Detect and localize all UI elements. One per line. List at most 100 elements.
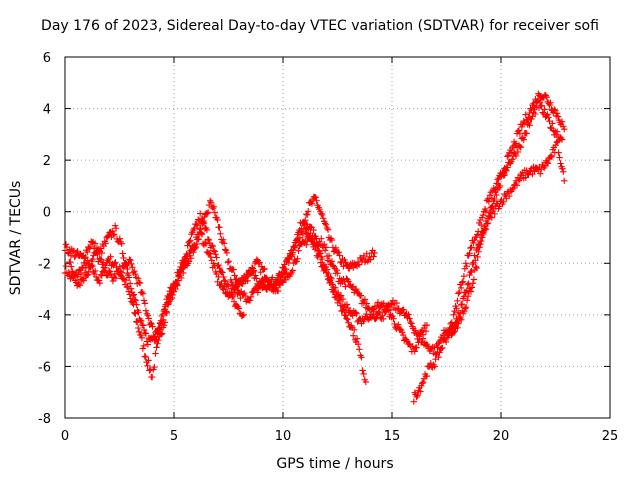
data-point: [157, 317, 165, 324]
data-point: [380, 315, 387, 323]
data-point: [184, 253, 191, 260]
data-point: [479, 211, 487, 219]
data-point: [416, 331, 424, 338]
data-point: [455, 290, 462, 297]
data-point: [217, 230, 224, 237]
data-point: [123, 284, 131, 291]
data-point: [393, 299, 401, 307]
data-point: [477, 221, 485, 229]
data-point: [547, 99, 554, 106]
data-point: [402, 336, 410, 343]
data-point: [544, 111, 551, 118]
data-point: [462, 303, 470, 311]
data-point: [475, 228, 482, 235]
data-point: [548, 153, 556, 161]
data-point: [186, 238, 193, 245]
data-point: [557, 160, 564, 167]
data-point: [235, 305, 243, 312]
data-point: [211, 209, 218, 216]
data-point: [168, 294, 176, 302]
data-point: [240, 311, 247, 319]
data-point: [303, 241, 310, 249]
data-point: [154, 340, 161, 347]
data-point: [253, 256, 261, 263]
data-point: [419, 380, 426, 387]
data-point: [277, 272, 284, 280]
data-point: [561, 126, 568, 133]
data-point: [81, 255, 88, 262]
data-point: [358, 354, 365, 361]
data-point: [374, 299, 382, 306]
data-point: [80, 277, 88, 284]
data-point: [367, 256, 374, 263]
data-point: [476, 244, 483, 251]
data-point: [376, 308, 383, 316]
data-point: [214, 216, 221, 224]
data-point: [345, 319, 352, 326]
data-point: [332, 244, 340, 251]
data-point: [379, 312, 386, 320]
data-point: [372, 315, 379, 323]
data-point: [62, 241, 70, 248]
data-point: [237, 294, 244, 302]
data-point: [204, 209, 212, 216]
data-point: [118, 269, 125, 276]
data-point: [462, 260, 470, 267]
data-point: [76, 282, 84, 289]
data-point: [531, 168, 538, 175]
data-point: [242, 292, 249, 300]
data-point: [135, 309, 142, 316]
data-point: [84, 257, 91, 264]
data-point: [520, 136, 527, 143]
data-point: [553, 128, 561, 136]
data-point: [94, 251, 101, 258]
data-point: [448, 319, 455, 326]
data-point: [165, 294, 172, 301]
data-point: [192, 244, 199, 252]
data-point: [450, 311, 457, 319]
data-point: [196, 210, 204, 217]
data-point: [145, 315, 152, 322]
data-point: [501, 171, 508, 179]
data-point: [423, 372, 431, 380]
data-point: [204, 236, 212, 243]
data-point: [211, 248, 218, 255]
data-point: [221, 283, 228, 290]
data-point: [472, 263, 479, 271]
x-axis-label: GPS time / hours: [276, 456, 394, 472]
data-point: [96, 279, 104, 287]
data-point: [101, 267, 108, 274]
data-point: [481, 224, 489, 232]
data-point: [460, 273, 468, 280]
data-point: [282, 265, 289, 273]
data-point: [138, 334, 146, 342]
data-point: [466, 271, 473, 279]
data-point: [399, 331, 407, 339]
data-point: [176, 269, 183, 277]
data-point: [216, 265, 223, 272]
data-point: [244, 277, 251, 284]
data-point: [436, 349, 443, 356]
data-point: [474, 231, 481, 238]
y-tick-label: -2: [38, 257, 51, 272]
data-point: [541, 106, 548, 113]
data-point: [543, 93, 550, 101]
data-point: [312, 194, 319, 201]
data-point: [138, 317, 145, 325]
data-point: [470, 239, 477, 247]
data-point: [102, 240, 109, 247]
data-point: [485, 198, 493, 205]
data-point: [423, 321, 431, 329]
data-point: [212, 251, 219, 258]
x-tick-label: 0: [61, 429, 69, 444]
data-point: [296, 234, 304, 241]
data-point: [127, 285, 135, 292]
data-point: [117, 268, 124, 275]
data-point: [458, 279, 466, 286]
data-point: [484, 195, 492, 203]
data-point: [118, 240, 125, 247]
data-point: [351, 326, 358, 333]
data-point: [138, 288, 146, 296]
data-point: [549, 120, 556, 127]
data-point: [86, 243, 94, 251]
